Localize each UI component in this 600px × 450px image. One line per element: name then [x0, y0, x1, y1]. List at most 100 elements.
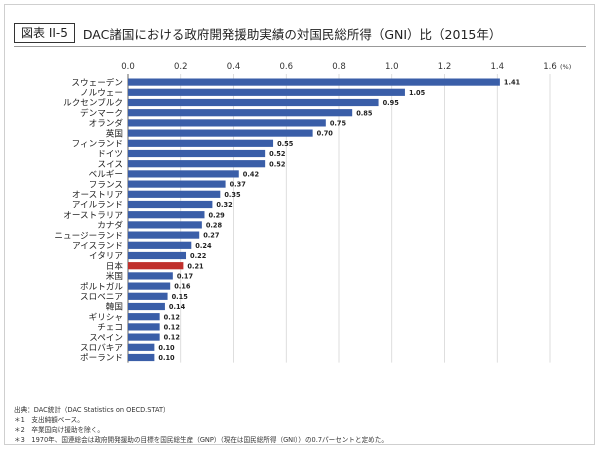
data-label: 0.52 [269, 160, 286, 168]
data-label: 1.05 [409, 89, 426, 97]
header-divider [14, 46, 586, 47]
data-label: 0.28 [206, 222, 223, 230]
data-label: 0.12 [164, 313, 181, 321]
data-label: 0.29 [208, 211, 225, 219]
bar [128, 262, 184, 270]
bar [128, 88, 405, 96]
category-label: ギリシャ [89, 312, 123, 323]
bar [128, 109, 353, 117]
category-label: アイスランド [72, 241, 123, 252]
category-label: フィンランド [72, 139, 123, 150]
x-unit-label: (%) [560, 63, 571, 71]
bar [128, 200, 213, 209]
category-label: 英国 [106, 127, 123, 139]
bar [128, 149, 266, 158]
x-tick-label: 0.4 [227, 62, 241, 72]
bar [128, 139, 274, 147]
bar [128, 98, 379, 107]
data-label: 0.32 [216, 201, 233, 209]
data-label: 0.15 [172, 293, 189, 301]
figure-title: DAC諸国における政府開発援助実績の対国民総所得（GNI）比（2015年） [82, 26, 502, 42]
x-tick-label: 0.6 [279, 62, 293, 72]
category-label: ベルギー [89, 169, 123, 180]
bar [128, 292, 168, 300]
category-label: ポルトガル [80, 281, 123, 292]
data-label: 0.75 [330, 120, 347, 128]
bar [128, 323, 160, 331]
bar [128, 333, 160, 341]
data-label: 0.16 [174, 283, 191, 291]
data-label: 0.14 [169, 303, 186, 311]
data-label: 0.12 [164, 324, 181, 332]
category-label: 米国 [106, 270, 123, 282]
footnote-3: ＊3 1970年、国連総会は政府開発援助の目標を国民総生産（GNP）（現在は国民… [14, 436, 388, 444]
footnote-1: ＊1 支出純額ベース。 [14, 416, 84, 424]
bar [128, 302, 165, 311]
category-label: アイルランド [72, 200, 123, 211]
bar [128, 251, 187, 260]
data-label: 0.70 [317, 130, 334, 138]
bar [128, 119, 326, 127]
category-label: 日本 [106, 260, 124, 272]
data-label: 0.24 [195, 242, 212, 250]
bar [128, 353, 155, 362]
x-tick-label: 0.8 [332, 62, 346, 72]
data-label: 0.37 [230, 181, 247, 189]
bar [128, 282, 171, 290]
x-tick-label: 1.6 [543, 62, 557, 72]
category-label: ポーランド [80, 353, 123, 364]
data-label: 0.22 [190, 252, 207, 260]
bar [128, 78, 500, 86]
data-label: 0.95 [383, 99, 400, 107]
category-label: オランダ [89, 117, 124, 129]
bar [128, 272, 173, 280]
category-label: スペイン [89, 333, 123, 343]
data-label: 0.35 [224, 191, 241, 199]
bar [128, 221, 202, 229]
bar [128, 190, 221, 198]
source-note: 出典：DAC統計（DAC Statistics on OECD.STAT） [14, 406, 170, 414]
data-label: 0.85 [356, 109, 373, 117]
bar [128, 170, 239, 178]
footnotes: 出典：DAC統計（DAC Statistics on OECD.STAT） ＊1… [14, 405, 388, 445]
data-label: 0.17 [177, 273, 194, 281]
figure-label: 図表 II-5 [14, 23, 75, 43]
data-label: 1.41 [504, 79, 521, 87]
data-label: 0.12 [164, 334, 181, 342]
footnote-2: ＊2 卒業国向け援助を除く。 [14, 426, 104, 434]
category-label: フランス [89, 179, 123, 190]
bar [128, 180, 226, 188]
category-label: 韓国 [106, 302, 123, 313]
bar [128, 211, 205, 219]
data-label: 0.42 [243, 171, 260, 179]
bar [128, 241, 192, 249]
category-label: ノルウェー [80, 88, 123, 99]
figure-frame [4, 4, 595, 445]
category-label: スイス [97, 160, 123, 170]
data-label: 0.27 [203, 232, 220, 240]
category-label: ニュージーランド [54, 230, 123, 241]
category-label: オーストラリア [63, 210, 123, 221]
bar [128, 129, 313, 137]
category-label: オーストリア [72, 190, 123, 201]
category-label: ルクセンブルク [63, 97, 123, 109]
bar [128, 343, 155, 351]
category-label: スロベニア [80, 293, 123, 303]
bar [128, 160, 266, 168]
category-label: スロバキア [80, 343, 123, 354]
category-label: カナダ [97, 219, 123, 231]
data-label: 0.52 [269, 150, 286, 158]
x-tick-label: 1.2 [438, 62, 452, 72]
category-label: イタリア [89, 251, 123, 262]
data-label: 0.10 [158, 354, 175, 362]
bar [128, 231, 200, 239]
bar-chart: 0.0 0.2 0.4 0.6 0.8 1.0 1.2 1.4 1.6 (%) スウェーデン 1.41… [54, 62, 571, 364]
x-tick-label: 1.0 [385, 62, 399, 72]
x-tick-label: 0.2 [174, 62, 188, 72]
data-label: 0.55 [277, 140, 294, 148]
category-label: ドイツ [97, 150, 123, 160]
data-label: 0.21 [187, 262, 204, 270]
x-tick-label: 1.4 [490, 62, 504, 72]
category-label: デンマーク [80, 107, 123, 119]
x-tick-label: 0.0 [121, 62, 135, 72]
